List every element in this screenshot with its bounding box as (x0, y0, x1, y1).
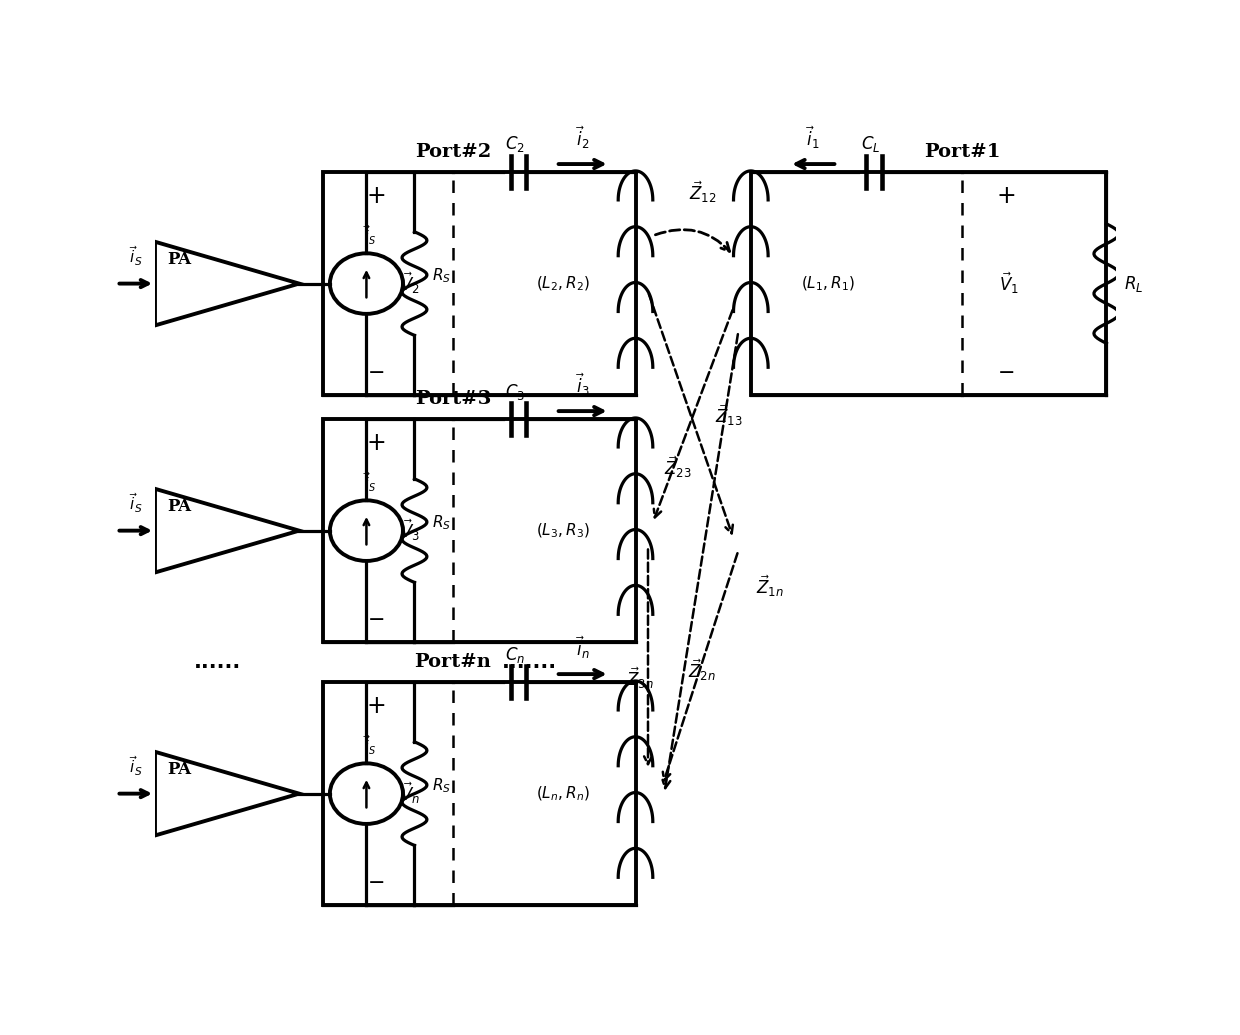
Text: $\vec{i}_S$: $\vec{i}_S$ (129, 755, 143, 777)
Text: $\vec{Z}_{1n}$: $\vec{Z}_{1n}$ (755, 573, 784, 599)
Text: $+$: $+$ (366, 184, 386, 208)
Text: $\vec{i}_S$: $\vec{i}_S$ (129, 244, 143, 268)
Text: $\vec{i}_2$: $\vec{i}_2$ (575, 125, 589, 151)
Text: $(L_1, R_1)$: $(L_1, R_1)$ (801, 274, 854, 293)
Text: Port#1: Port#1 (924, 143, 1001, 160)
Text: $\vec{V}_n$: $\vec{V}_n$ (399, 780, 419, 806)
Text: $\vec{V}_3$: $\vec{V}_3$ (399, 518, 419, 543)
Text: .......: ....... (502, 652, 557, 672)
Text: $R_S$: $R_S$ (432, 266, 451, 285)
Text: $\vec{i}_S$: $\vec{i}_S$ (363, 735, 376, 757)
Text: $\vec{Z}_{3n}$: $\vec{Z}_{3n}$ (626, 666, 653, 690)
Bar (324, 682, 635, 906)
Text: $\vec{V}_2$: $\vec{V}_2$ (399, 271, 419, 296)
Text: $(L_n, R_n)$: $(L_n, R_n)$ (537, 785, 590, 803)
Bar (751, 172, 1106, 395)
Bar (324, 172, 635, 395)
Text: Port#n: Port#n (414, 653, 491, 671)
Text: $C_2$: $C_2$ (506, 135, 526, 154)
Text: $-$: $-$ (367, 361, 384, 381)
Text: $(L_2, R_2)$: $(L_2, R_2)$ (537, 274, 590, 293)
Text: PA: PA (167, 498, 191, 515)
Text: Port#3: Port#3 (414, 390, 491, 408)
Text: $+$: $+$ (366, 431, 386, 455)
Text: $\vec{Z}_{12}$: $\vec{Z}_{12}$ (689, 179, 717, 205)
Text: $-$: $-$ (367, 609, 384, 628)
Text: $C_3$: $C_3$ (506, 382, 526, 402)
Text: $\vec{Z}_{13}$: $\vec{Z}_{13}$ (715, 403, 743, 427)
Text: $\vec{Z}_{23}$: $\vec{Z}_{23}$ (665, 454, 692, 479)
Bar (324, 419, 635, 642)
Text: $C_L$: $C_L$ (862, 135, 880, 154)
Text: $-$: $-$ (367, 871, 384, 891)
Text: $\vec{i}_S$: $\vec{i}_S$ (363, 472, 376, 494)
Text: Port#2: Port#2 (415, 143, 491, 160)
Text: PA: PA (167, 761, 191, 778)
Text: $R_S$: $R_S$ (432, 513, 451, 532)
Text: $-$: $-$ (997, 361, 1014, 381)
Text: $+$: $+$ (996, 184, 1016, 208)
Text: PA: PA (167, 252, 191, 268)
Text: $(L_3, R_3)$: $(L_3, R_3)$ (537, 522, 590, 540)
Text: $R_L$: $R_L$ (1123, 273, 1143, 294)
Text: $\vec{V}_1$: $\vec{V}_1$ (998, 271, 1019, 296)
Text: $\vec{i}_3$: $\vec{i}_3$ (575, 372, 590, 398)
Text: $\vec{i}_1$: $\vec{i}_1$ (806, 125, 821, 151)
Text: $\vec{i}_S$: $\vec{i}_S$ (363, 225, 376, 247)
Text: $\vec{i}_n$: $\vec{i}_n$ (575, 634, 590, 661)
Text: $C_n$: $C_n$ (505, 645, 526, 664)
Text: $+$: $+$ (366, 694, 386, 718)
Text: ......: ...... (193, 652, 241, 672)
Text: $\vec{Z}_{2n}$: $\vec{Z}_{2n}$ (688, 657, 717, 683)
Text: $R_S$: $R_S$ (432, 776, 451, 795)
Text: $\vec{i}_S$: $\vec{i}_S$ (129, 491, 143, 514)
